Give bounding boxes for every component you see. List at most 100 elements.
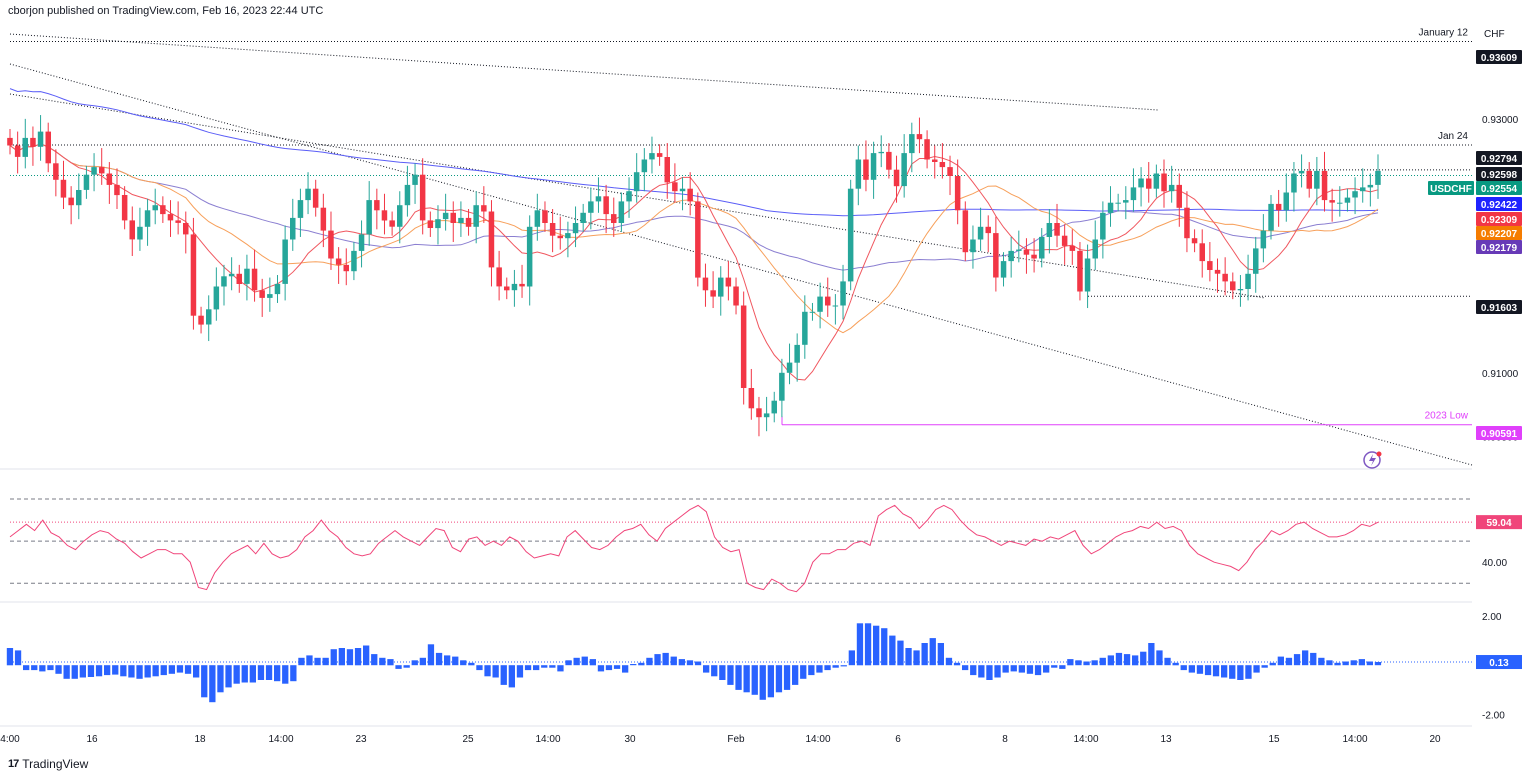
price-tag-text: 0.90591 <box>1481 429 1518 440</box>
rsi-pane <box>9 498 1472 593</box>
macd-bar <box>282 665 289 684</box>
candle-body <box>1191 238 1198 244</box>
candle-body <box>1245 273 1251 289</box>
price-tag-text: 0.92207 <box>1481 229 1518 240</box>
candle-body <box>282 239 288 284</box>
tradingview-brand[interactable]: 17 TradingView <box>8 757 88 771</box>
macd-bar <box>1043 665 1050 673</box>
macd-bar <box>1099 657 1106 666</box>
candle-body <box>351 250 357 272</box>
candle-body <box>970 239 976 253</box>
candle-body <box>1329 200 1335 203</box>
candle-body <box>114 184 120 196</box>
candle-body <box>832 305 839 307</box>
rsi-value-tag <box>1476 515 1522 530</box>
macd-bar <box>128 665 135 678</box>
candle-body <box>511 283 518 291</box>
candle-body <box>725 277 732 287</box>
candle-body <box>771 400 777 414</box>
macd-bar <box>176 665 184 673</box>
macd-bar <box>832 665 839 668</box>
candle-body <box>1344 197 1351 203</box>
candle-body <box>389 220 395 227</box>
tradingview-logo-icon: 17 <box>8 758 19 770</box>
macd-bar <box>897 640 904 666</box>
candle-body <box>236 273 242 284</box>
macd-bar <box>1237 665 1244 680</box>
macd-bar <box>452 656 459 666</box>
candle-body <box>183 223 189 235</box>
macd-bar <box>435 652 443 666</box>
candle-body <box>863 159 869 180</box>
candle-body <box>656 153 663 157</box>
macd-bar <box>1115 652 1123 666</box>
candle-body <box>909 134 915 154</box>
candle-body <box>481 205 487 212</box>
candle-body <box>649 153 655 160</box>
macd-bar <box>427 644 435 666</box>
lightning-icon-bolt <box>1369 454 1376 466</box>
candle-body <box>137 226 143 240</box>
candle-body <box>733 286 739 306</box>
macd-bar <box>63 665 70 679</box>
candle-body <box>1077 250 1083 292</box>
candle-body <box>259 290 265 298</box>
macd-bar <box>1051 665 1058 668</box>
macd-tick-label: -2.00 <box>1482 711 1505 722</box>
macd-bar <box>39 665 46 672</box>
macd-bar <box>929 638 936 666</box>
x-tick-label: 14:00 <box>268 734 293 745</box>
x-tick-label: 20 <box>1429 734 1441 745</box>
candle-body <box>595 196 602 202</box>
candle-body <box>1367 184 1374 188</box>
macd-bar <box>314 657 321 666</box>
candle-body <box>993 233 999 278</box>
candle-body <box>1130 187 1137 201</box>
candle-body <box>175 220 181 223</box>
macd-bar <box>1212 665 1220 677</box>
macd-bar <box>387 659 394 666</box>
macd-bar <box>848 650 855 666</box>
candle-body <box>1168 184 1175 192</box>
candle-body <box>1283 192 1289 211</box>
candle-body <box>167 214 174 221</box>
trend-line <box>9 93 1266 299</box>
candle-body <box>267 294 273 298</box>
macd-bar <box>444 655 451 666</box>
macd-bar <box>808 665 815 676</box>
candle-body <box>1268 203 1274 231</box>
macd-bar <box>144 665 151 678</box>
macd-bar <box>184 665 192 674</box>
macd-bar <box>703 665 710 673</box>
brand-label: TradingView <box>22 757 89 771</box>
macd-bar <box>411 660 418 666</box>
candle-body <box>458 217 464 223</box>
macd-bar <box>970 665 977 676</box>
candle-body <box>1222 273 1228 282</box>
candle-body <box>68 197 74 206</box>
candle-body <box>588 201 594 213</box>
level-label: Jan 24 <box>1438 131 1468 142</box>
candle-body <box>328 230 334 259</box>
candle-body <box>901 153 907 187</box>
price-tag-text: 0.91603 <box>1481 303 1518 314</box>
macd-bar <box>460 660 467 666</box>
candle-body <box>1153 173 1160 189</box>
candle-body <box>1291 173 1297 193</box>
candle-body <box>404 184 411 206</box>
macd-bar <box>500 665 507 685</box>
macd-bar <box>775 665 783 693</box>
macd-bar <box>1026 665 1034 674</box>
candle-body <box>465 217 472 227</box>
candle-body <box>1237 289 1244 291</box>
candle-body <box>794 344 800 363</box>
macd-bar <box>1245 665 1252 679</box>
candle-body <box>1207 261 1213 270</box>
candle-body <box>603 196 609 215</box>
macd-bar <box>597 665 605 672</box>
candle-body <box>1161 173 1167 192</box>
macd-bar <box>508 665 515 688</box>
candle-body <box>962 210 969 253</box>
candle-body <box>228 273 235 277</box>
